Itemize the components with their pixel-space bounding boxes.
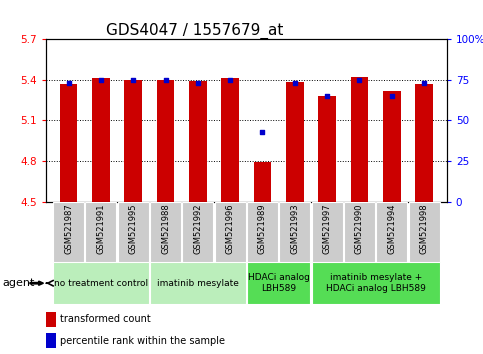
Text: imatinib mesylate: imatinib mesylate — [157, 279, 239, 288]
Point — [355, 77, 363, 82]
Bar — [344, 202, 375, 262]
Point — [420, 80, 428, 86]
Text: imatinib mesylate +
HDACi analog LBH589: imatinib mesylate + HDACi analog LBH589 — [326, 274, 426, 293]
Text: GSM521994: GSM521994 — [387, 204, 397, 254]
Bar — [221, 78, 239, 202]
Point — [97, 77, 105, 82]
Point — [323, 93, 331, 99]
Text: GSM521995: GSM521995 — [128, 204, 138, 254]
Text: GSM521997: GSM521997 — [323, 204, 332, 254]
Bar — [182, 202, 213, 262]
Bar — [286, 82, 304, 202]
Text: no treatment control: no treatment control — [54, 279, 148, 288]
Text: GSM521991: GSM521991 — [96, 204, 105, 254]
Bar — [150, 202, 181, 262]
Bar — [85, 202, 116, 262]
Bar — [312, 202, 342, 262]
Bar — [376, 202, 407, 262]
Bar — [59, 84, 77, 202]
Point — [291, 80, 298, 86]
Bar — [150, 262, 246, 304]
Bar — [279, 202, 311, 262]
Bar — [156, 80, 174, 202]
Bar — [214, 202, 246, 262]
Bar — [318, 96, 336, 202]
Point — [129, 77, 137, 82]
Bar — [351, 77, 369, 202]
Text: GSM521998: GSM521998 — [420, 204, 428, 254]
Point — [227, 77, 234, 82]
Text: agent: agent — [2, 278, 35, 288]
Text: GSM521992: GSM521992 — [193, 204, 202, 254]
Text: GSM521989: GSM521989 — [258, 204, 267, 254]
Bar — [189, 81, 207, 202]
Text: GSM521996: GSM521996 — [226, 204, 235, 254]
Text: GSM521987: GSM521987 — [64, 204, 73, 254]
Bar — [118, 202, 149, 262]
Text: percentile rank within the sample: percentile rank within the sample — [60, 336, 225, 346]
Text: transformed count: transformed count — [60, 314, 151, 325]
Bar — [247, 202, 278, 262]
Bar — [53, 262, 149, 304]
Bar — [46, 312, 56, 327]
Bar — [409, 202, 440, 262]
Bar — [124, 80, 142, 202]
Text: GDS4047 / 1557679_at: GDS4047 / 1557679_at — [106, 23, 284, 39]
Text: GSM521988: GSM521988 — [161, 204, 170, 254]
Point — [162, 77, 170, 82]
Text: HDACi analog
LBH589: HDACi analog LBH589 — [248, 274, 310, 293]
Point — [65, 80, 72, 86]
Bar — [254, 162, 271, 202]
Text: GSM521990: GSM521990 — [355, 204, 364, 254]
Point — [388, 93, 396, 99]
Bar — [92, 78, 110, 202]
Bar — [383, 91, 401, 202]
Bar — [415, 84, 433, 202]
Bar — [53, 202, 84, 262]
Point — [194, 80, 202, 86]
Bar — [46, 333, 56, 348]
Point — [258, 129, 266, 135]
Bar — [247, 262, 311, 304]
Text: GSM521993: GSM521993 — [290, 204, 299, 254]
Bar — [312, 262, 440, 304]
